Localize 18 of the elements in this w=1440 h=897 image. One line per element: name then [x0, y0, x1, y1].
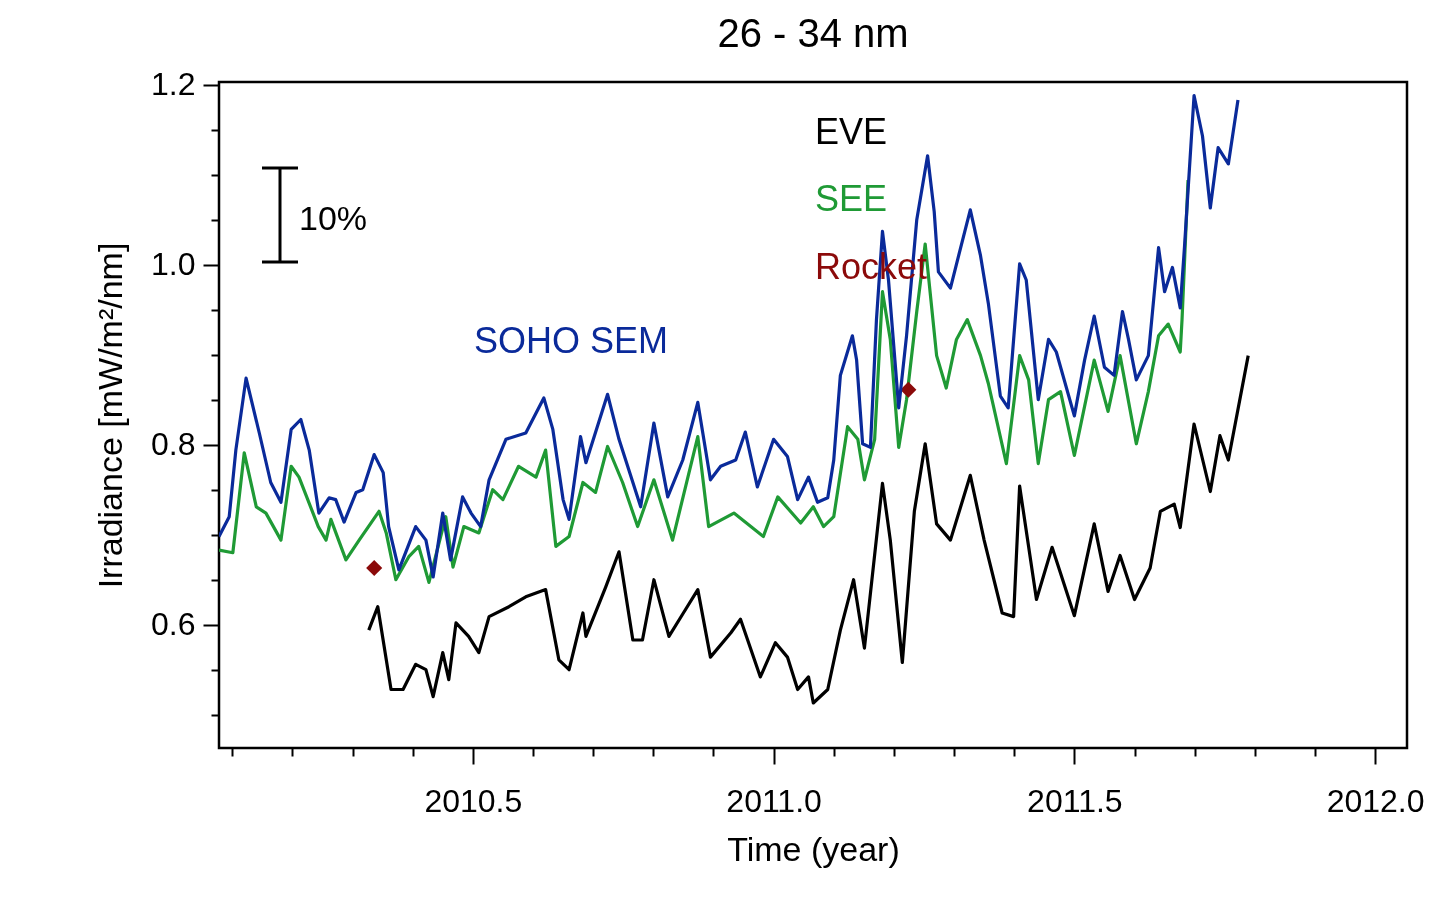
y-tick-label: 0.8 [151, 426, 196, 463]
series-label: SEE [815, 178, 888, 219]
chart-title: 26 - 34 nm [717, 10, 909, 55]
y-tick-label: 1.2 [151, 66, 196, 103]
text: EVE [815, 111, 888, 152]
x-axis-title: Time (year) [727, 829, 900, 868]
line-series [219, 178, 1190, 584]
y-axis-title: Irradiance [mW/m²/nm] [91, 242, 130, 589]
y-tick-label: 0.6 [151, 606, 196, 643]
line-series [219, 93, 1240, 579]
x-tick-label: 2011.5 [1027, 782, 1123, 819]
x-tick-label: 2011.0 [726, 782, 822, 819]
annotation: 10% [299, 199, 368, 237]
y-tick-label: 1.0 [151, 246, 196, 283]
series-label: SOHO SEM [474, 320, 669, 361]
x-tick-label: 2012.0 [1326, 782, 1425, 819]
line-series [367, 354, 1250, 705]
x-tick-label: 2010.5 [424, 782, 523, 819]
